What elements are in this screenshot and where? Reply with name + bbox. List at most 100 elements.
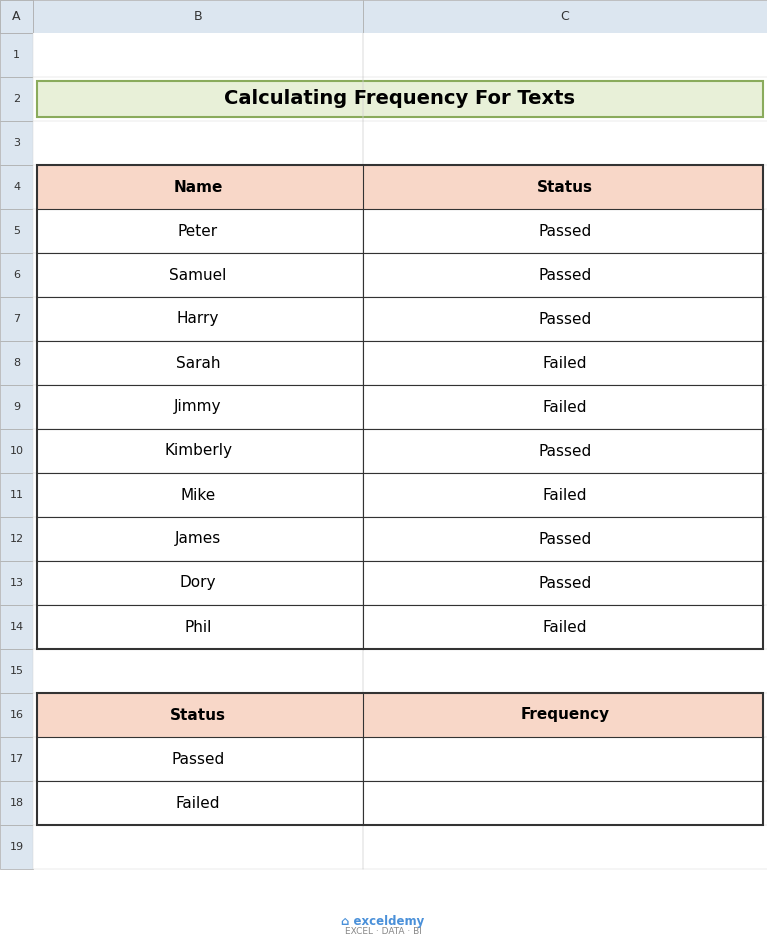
Bar [0,385,33,429]
Bar [33,341,363,385]
Bar [363,165,767,209]
Text: Passed: Passed [538,576,591,591]
Bar [33,473,363,517]
Bar [363,737,767,781]
Bar [37,81,763,117]
Bar [363,33,767,77]
Text: Passed: Passed [538,444,591,459]
Bar [0,77,33,121]
Bar [0,297,33,341]
Text: Sarah: Sarah [176,356,220,370]
Text: Status: Status [537,179,593,194]
Text: 19: 19 [9,842,24,852]
Text: 9: 9 [13,402,20,412]
Bar [0,781,33,825]
Bar [363,253,767,297]
Bar [37,165,763,209]
Bar [363,825,767,869]
Bar [33,33,363,77]
Text: Failed: Failed [543,487,588,502]
Text: 18: 18 [9,798,24,808]
Text: James: James [175,531,221,547]
Bar [363,693,767,737]
Bar [363,561,767,605]
Text: C: C [561,10,569,23]
Bar [37,693,763,825]
Text: ⌂ exceldemy: ⌂ exceldemy [341,915,425,928]
Text: A: A [12,10,21,23]
Bar [363,649,767,693]
Text: Frequency: Frequency [521,707,610,722]
Text: Peter: Peter [178,224,218,239]
Bar [363,77,767,121]
Bar [363,517,767,561]
Text: 2: 2 [13,94,20,104]
Bar [0,429,33,473]
Text: 6: 6 [13,270,20,280]
Text: 15: 15 [9,666,24,676]
Bar [33,693,363,737]
Bar [33,0,363,33]
Text: EXCEL · DATA · BI: EXCEL · DATA · BI [344,928,421,936]
Bar [33,825,363,869]
Bar [0,253,33,297]
Text: Status: Status [170,707,226,722]
Bar [0,209,33,253]
Bar [37,165,763,649]
Bar [363,341,767,385]
Text: 4: 4 [13,182,20,192]
Bar [0,561,33,605]
Text: B: B [194,10,202,23]
Bar [363,385,767,429]
Text: 7: 7 [13,314,20,324]
Text: 3: 3 [13,138,20,148]
Text: 10: 10 [9,446,24,456]
Text: Calculating Frequency For Texts: Calculating Frequency For Texts [225,90,575,109]
Text: 5: 5 [13,226,20,236]
Text: 16: 16 [9,710,24,720]
Bar [363,429,767,473]
Text: Dory: Dory [179,576,216,591]
Text: 13: 13 [9,578,24,588]
Text: 1: 1 [13,50,20,60]
Bar [363,781,767,825]
Bar [37,693,763,737]
Text: 12: 12 [9,534,24,544]
Bar [363,297,767,341]
Bar [363,121,767,165]
Text: Mike: Mike [180,487,216,502]
Text: Phil: Phil [184,619,212,634]
Bar [0,33,33,77]
Bar [363,605,767,649]
Polygon shape [2,3,30,30]
Text: 17: 17 [9,754,24,764]
Bar [0,0,33,33]
Bar [0,121,33,165]
Bar [33,253,363,297]
Bar [33,385,363,429]
Bar [33,121,363,165]
Text: Samuel: Samuel [170,267,227,282]
Text: Passed: Passed [171,751,225,767]
Bar [0,165,33,209]
Text: Failed: Failed [543,399,588,414]
Bar [33,209,363,253]
Text: Passed: Passed [538,531,591,547]
Text: Failed: Failed [176,796,220,811]
Text: 11: 11 [9,490,24,500]
Bar [33,77,363,121]
Bar [0,649,33,693]
Bar [33,429,363,473]
Bar [363,209,767,253]
Bar [33,605,363,649]
Bar [363,0,767,33]
Text: Jimmy: Jimmy [174,399,222,414]
Text: 14: 14 [9,622,24,632]
Bar [363,473,767,517]
Bar [33,781,363,825]
Bar [0,825,33,869]
Text: Kimberly: Kimberly [164,444,232,459]
Bar [33,517,363,561]
Bar [0,0,33,33]
Bar [33,649,363,693]
